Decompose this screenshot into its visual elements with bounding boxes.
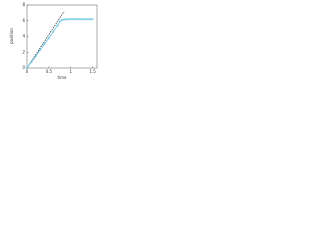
series-marker: [47, 36, 51, 40]
series-marker: [30, 60, 33, 64]
series-marker: [43, 42, 46, 46]
series-marker: [91, 18, 94, 21]
series-marker: [25, 66, 29, 70]
y-tick-label: 6: [22, 18, 25, 23]
y-tick-label: 8: [22, 2, 25, 7]
y-tick-label: 4: [22, 34, 25, 39]
series-marker: [38, 48, 42, 52]
x-tick-label: 0: [26, 69, 29, 74]
series-marker: [87, 18, 90, 21]
x-tick-label: 1: [69, 69, 72, 74]
series-marker: [34, 55, 37, 58]
series-marker: [71, 18, 75, 21]
x-tick-label: 1.5: [89, 69, 96, 74]
series-marker: [89, 18, 92, 21]
series-marker: [80, 18, 83, 21]
series-marker: [67, 18, 70, 21]
series-marker: [84, 18, 88, 21]
series-marker: [58, 20, 61, 23]
x-tick-label: 0.5: [46, 69, 53, 74]
series-marker: [69, 18, 72, 21]
series-marker: [63, 18, 66, 21]
series-marker: [73, 18, 77, 21]
series-marker: [60, 18, 64, 22]
series-marker: [65, 18, 68, 21]
series-marker: [56, 24, 59, 27]
x-axis-label: time: [57, 75, 67, 80]
series-marker: [78, 18, 81, 21]
series-line: [26, 11, 65, 69]
series-marker: [52, 30, 55, 33]
series-line: [26, 18, 93, 69]
y-tick-label: 0: [22, 65, 25, 70]
y-tick-label: 2: [22, 49, 25, 54]
chart: time position 0 2 4 6 8 0 0.5 1 1.5: [9, 2, 98, 80]
series-marker: [82, 18, 86, 21]
series-marker: [76, 18, 79, 21]
y-axis-label: position: [9, 28, 14, 44]
